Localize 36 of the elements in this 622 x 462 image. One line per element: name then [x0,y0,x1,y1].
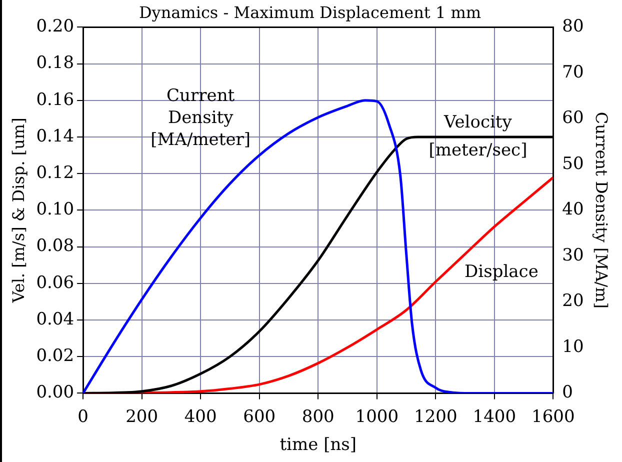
y-axis-title: Vel. [m/s] & Disp. [um] [8,118,28,304]
y-tick-label: 0.12 [36,163,74,184]
series-label: Velocity [meter/sec] [428,112,528,160]
y2-tick-label: 60 [562,108,584,128]
y2-tick-label: 80 [562,16,584,37]
y2-tick-label: 30 [562,245,584,266]
x-tick-label: 1600 [532,406,575,427]
y2-tick-label: 10 [562,336,584,357]
y-tick-label: 0.14 [36,126,74,146]
y-tick-label: 0.20 [36,16,74,37]
y-tick-label: 0.00 [36,382,74,403]
y-tick-label: 0.08 [36,236,74,256]
y2-tick-label: 0 [562,382,573,403]
x-tick-label: 800 [302,406,334,427]
y-tick-label: 0.10 [36,200,74,220]
y2-tick-label: 70 [562,62,584,82]
x-tick-label: 1000 [355,406,399,427]
x-tick-label: 600 [243,406,276,427]
series-label: Current Density [MA/meter] [150,86,251,150]
x-tick-label: 1200 [414,406,458,427]
series-label: Displace [464,262,538,282]
y2-tick-label: 50 [562,154,584,174]
x-tick-label: 0 [78,406,88,427]
y-tick-label: 0.06 [36,272,74,293]
chart-title: Dynamics - Maximum Displacement 1 mm [138,2,482,22]
y2-axis-title: Current Density [MA/m] [592,112,612,309]
y2-tick-label: 20 [562,291,584,312]
y-tick-label: 0.04 [36,309,74,330]
y-tick-label: 0.02 [36,346,74,366]
y2-tick-label: 40 [562,200,584,220]
x-tick-label: 200 [126,406,158,427]
y-tick-label: 0.18 [36,53,74,74]
x-tick-label: 1400 [472,406,516,427]
y-tick-label: 0.16 [36,90,74,110]
x-tick-label: 400 [184,406,217,427]
x-axis-title: time [ns] [280,435,357,456]
